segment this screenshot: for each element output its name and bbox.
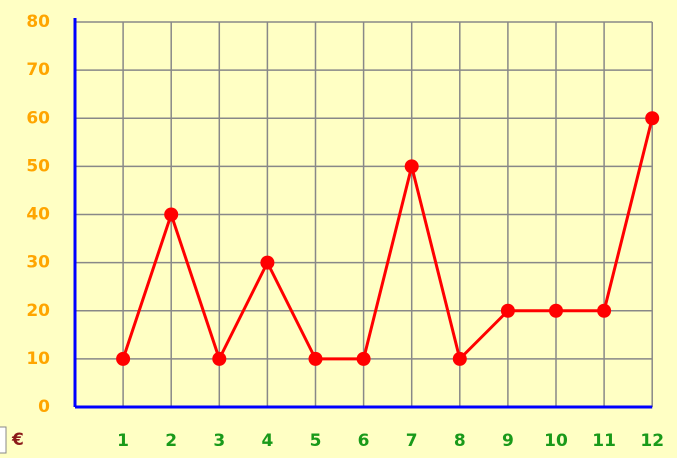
x-tick-label: 7 — [406, 431, 418, 451]
y-tick-label: 50 — [26, 156, 50, 176]
x-tick-label: 11 — [592, 431, 616, 451]
y-tick-label: 10 — [26, 349, 50, 369]
x-tick-label: 5 — [310, 431, 322, 451]
point — [356, 351, 371, 366]
y-tick-label: 20 — [26, 301, 50, 321]
point — [500, 303, 515, 318]
point — [404, 159, 419, 174]
y-unit-label: € — [11, 430, 24, 450]
x-tick-label: 10 — [544, 431, 568, 451]
point — [549, 303, 563, 318]
x-tick-label: 8 — [454, 431, 466, 451]
x-tick-label: 6 — [358, 431, 370, 451]
point — [597, 303, 612, 318]
point — [308, 351, 323, 366]
point — [260, 255, 275, 270]
x-tick-label: 2 — [165, 431, 177, 451]
point — [212, 351, 227, 366]
x-tick-label: 3 — [213, 431, 225, 451]
y-tick-label: 60 — [26, 108, 50, 128]
input-edge — [0, 426, 7, 454]
point — [645, 111, 660, 126]
line — [121, 117, 654, 361]
y-tick-label: 80 — [26, 12, 50, 32]
x-tick-label: 1 — [117, 431, 129, 451]
x-tick-label: 4 — [261, 431, 273, 451]
point — [452, 351, 467, 366]
x-tick-label: 12 — [640, 431, 664, 451]
y-tick-label: 70 — [26, 60, 50, 80]
y-tick-label: 0 — [38, 397, 50, 417]
y-tick-label: 40 — [26, 205, 50, 225]
point — [116, 351, 131, 366]
y-tick-label: 30 — [26, 253, 50, 273]
x-tick-label: 9 — [502, 431, 514, 451]
point — [164, 207, 179, 222]
